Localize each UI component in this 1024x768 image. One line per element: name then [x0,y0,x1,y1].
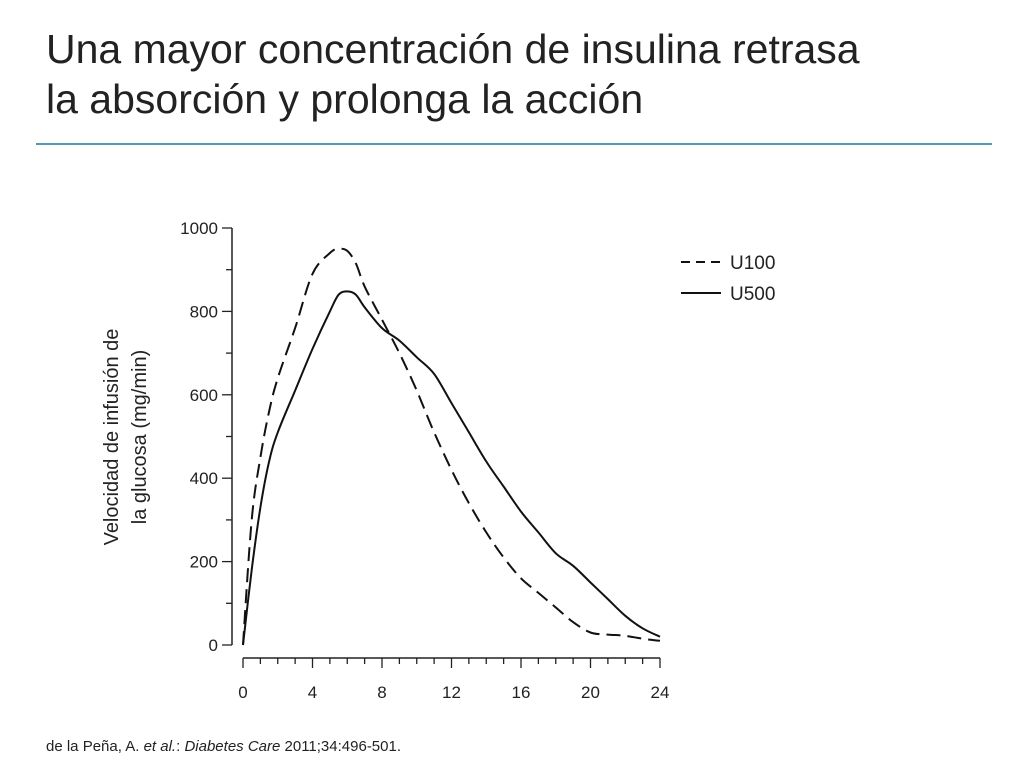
slide-title-line-2: la absorción y prolonga la acción [46,76,644,122]
citation-authors: de la Peña, A. [46,738,144,755]
citation-separator: : [176,738,185,755]
citation-journal: Diabetes Care [184,738,281,755]
citation: de la Peña, A. et al.: Diabetes Care 201… [46,738,401,755]
y-tick-label: 400 [190,469,218,488]
x-tick-label: 16 [512,683,531,702]
series-line-u100 [242,247,661,646]
y-axis-label: Velocidad de infusión de la glucosa (mg/m… [101,329,151,546]
x-tick-label: 24 [651,683,670,702]
slide-title-line-1: Una mayor concentración de insulina retr… [46,26,860,72]
x-tick-label: 0 [238,683,247,702]
x-tick-label: 4 [308,683,317,702]
y-tick-label: 200 [190,553,218,572]
y-axis-label-line-1: Velocidad de infusión de [101,329,123,546]
legend-label-u100: U100 [730,253,775,274]
series-line-u500 [242,290,661,646]
legend-label-u500: U500 [730,284,775,305]
slide-title: Una mayor concentración de insulina retr… [46,24,986,124]
y-tick-label: 600 [190,386,218,405]
x-tick-label: 20 [581,683,600,702]
y-tick-label: 800 [190,302,218,321]
y-tick-label: 0 [209,636,218,655]
x-tick-label: 12 [442,683,461,702]
citation-etal: et al. [143,738,177,755]
title-divider [36,143,992,145]
y-tick-label: 1000 [180,219,218,238]
citation-details: 2011;34:496-501. [280,738,402,755]
y-axis-label-line-2: la glucosa (mg/min) [129,350,151,525]
x-tick-label: 8 [377,683,386,702]
